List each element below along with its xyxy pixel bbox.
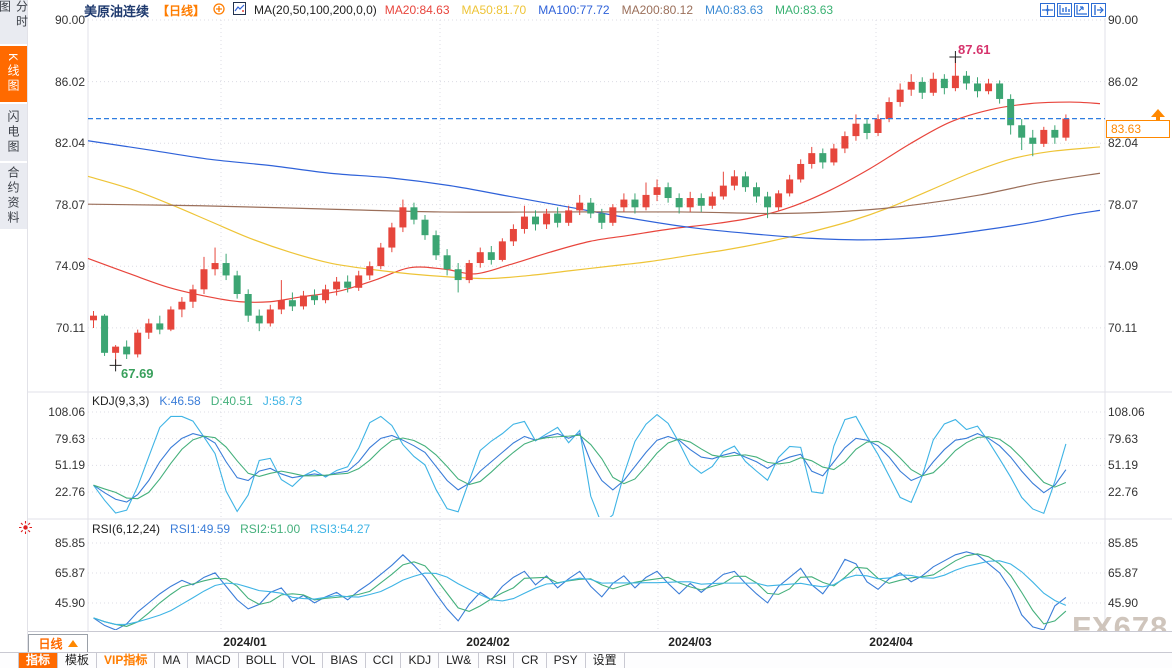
axis-label: 86.02 [54, 74, 85, 89]
axis-label: 78.07 [1108, 197, 1139, 212]
sidebar-item-1[interactable]: K线图 [0, 46, 27, 102]
axis-label: 85.85 [54, 536, 85, 550]
axis-label: 108.06 [1108, 405, 1145, 419]
kdj-title: KDJ(9,3,3) [92, 394, 150, 408]
axis-label: 51.19 [1108, 458, 1139, 473]
chart-scale-icon[interactable] [1057, 3, 1072, 17]
sidebar: 分时图 K线图 闪电图 合约资料 [0, 0, 29, 668]
axis-label: 108.06 [48, 405, 85, 419]
rsi1-value: RSI1:49.59 [170, 522, 231, 536]
axis-label: 90.00 [54, 13, 85, 27]
ma-indicator-icon[interactable] [233, 2, 247, 18]
toolbar-tab-BOLL[interactable]: BOLL [239, 653, 285, 668]
kdj-k-value: K:46.58 [159, 394, 201, 408]
axis-label: 82.04 [1108, 136, 1139, 151]
ma-value: MA0:83.63 [705, 3, 764, 17]
axis-label: 51.19 [54, 458, 85, 473]
sun-icon[interactable] [18, 520, 33, 540]
period-selector-button[interactable]: 日线 [28, 634, 88, 653]
kdj-d-value: D:40.51 [210, 394, 253, 408]
axis-label: 74.09 [1108, 259, 1139, 274]
axis-label: 90.00 [1108, 13, 1139, 27]
ma-value: MA200:80.12 [621, 3, 693, 17]
toolbar-tab-VIP指标[interactable]: VIP指标 [97, 653, 156, 668]
toolbar-tab-CCI[interactable]: CCI [366, 653, 402, 668]
axis-label: 79.63 [54, 431, 85, 446]
crosshair-tool-icon[interactable] [1040, 3, 1055, 17]
axis-label: 86.02 [1108, 74, 1139, 89]
sidebar-item-3[interactable]: 合约资料 [0, 163, 27, 229]
axis-label: 78.07 [54, 197, 85, 212]
circle-plus-icon[interactable] [213, 2, 225, 18]
toolbar-tab-MA[interactable]: MA [155, 653, 189, 668]
rsi3-value: RSI3:54.27 [310, 522, 371, 536]
sidebar-item-2[interactable]: 闪电图 [0, 104, 27, 161]
collapse-panel-icon[interactable] [1091, 3, 1106, 17]
current-price-tag: 83.63 [1106, 120, 1170, 138]
chart-plot-area[interactable] [88, 20, 1105, 631]
axis-label: 70.11 [55, 320, 85, 335]
symbol-name: 美原油连续 [84, 3, 150, 19]
toolbar-tab-PSY[interactable]: PSY [547, 653, 586, 668]
date-label: 2024/01 [223, 635, 267, 649]
ma-value: MA50:81.70 [461, 3, 527, 17]
axis-label: 65.87 [1108, 566, 1139, 581]
ma-value: MA100:77.72 [538, 3, 610, 17]
period-tag: 【日线】 [157, 3, 206, 18]
ma-value: MA20:84.63 [384, 3, 450, 17]
axis-label: 74.09 [54, 259, 85, 274]
price-up-arrow-icon [1151, 109, 1165, 117]
axis-label: 22.76 [54, 484, 85, 499]
period-button-label: 日线 [38, 637, 63, 651]
rsi-header: RSI(6,12,24) RSI1:49.59 RSI2:51.00 RSI3:… [92, 522, 370, 536]
ma-settings-label: MA(20,50,100,200,0,0) [254, 3, 377, 17]
chart-pan-icon[interactable] [1074, 3, 1089, 17]
ma-value: MA0:83.63 [775, 3, 834, 17]
kdj-header: KDJ(9,3,3) K:46.58 D:40.51 J:58.73 [92, 394, 302, 408]
ma-values: MA20:84.63 MA50:81.70 MA100:77.72 MA200:80.… [385, 3, 833, 17]
kdj-j-value: J:58.73 [262, 394, 303, 408]
triangle-up-icon [67, 640, 78, 647]
price-up-arrow-stem [1156, 117, 1160, 120]
axis-label: 85.85 [1108, 536, 1139, 550]
axis-label: 65.87 [54, 566, 85, 581]
toolbar-tab-LW&[interactable]: LW& [439, 653, 480, 668]
toolbar-tab-VOL[interactable]: VOL [284, 653, 324, 668]
toolbar-tab-MACD[interactable]: MACD [188, 653, 239, 668]
axis-label: 45.90 [54, 596, 85, 611]
toolbar-tab-RSI[interactable]: RSI [479, 653, 515, 668]
toolbar-tab-CR[interactable]: CR [514, 653, 547, 668]
high-price-annotation: 87.61 [958, 42, 991, 57]
axis-label: 79.63 [1108, 431, 1139, 446]
low-price-annotation: 67.69 [121, 366, 154, 381]
rsi2-value: RSI2:51.00 [240, 522, 301, 536]
indicator-toolbar: 指标 模板 VIP指标 MA MACD BOLL VOL BIAS CCI KDJ LW& RSI CR… [0, 652, 1172, 668]
toolbar-tab-模板[interactable]: 模板 [58, 653, 98, 668]
axis-label: 22.76 [1108, 484, 1139, 499]
sidebar-item-0[interactable]: 分时图 [0, 0, 29, 44]
axis-label: 70.11 [1108, 320, 1138, 335]
toolbar-tab-设置[interactable]: 设置 [586, 653, 625, 668]
toolbar-tab-KDJ[interactable]: KDJ [401, 653, 440, 668]
axis-label: 82.04 [54, 136, 85, 151]
date-label: 2024/04 [869, 635, 913, 649]
rsi-title: RSI(6,12,24) [92, 522, 161, 536]
date-label: 2024/03 [668, 635, 712, 649]
chart-tool-icons [1040, 3, 1106, 17]
date-label: 2024/02 [466, 635, 510, 649]
toolbar-tab-BIAS[interactable]: BIAS [323, 653, 366, 668]
toolbar-tab-指标[interactable]: 指标 [18, 653, 59, 668]
xaxis-row: 日线 2024/01 2024/02 2024/03 2024/04 [28, 631, 1172, 653]
axis-label: 45.90 [1108, 596, 1139, 611]
chart-header: 美原油连续 【日线】 MA(20,50,100,200,0,0) MA20:84… [84, 2, 833, 19]
